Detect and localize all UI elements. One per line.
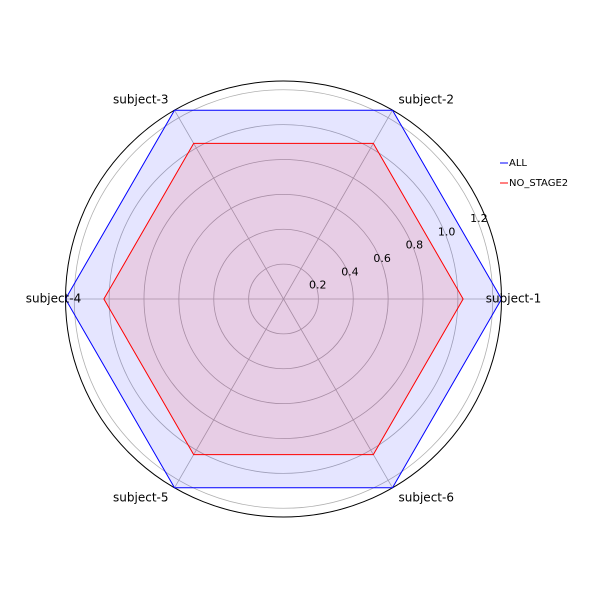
r-tick-label: 1.2 [470,212,488,225]
r-tick-label: 0.8 [406,239,424,252]
category-label-subject-2: subject-2 [399,92,454,106]
series-line-all [64,109,503,489]
category-label-subject-1: subject-1 [486,292,541,306]
series-fill-no-stage2 [103,143,464,455]
r-tick-label: 0.6 [373,252,391,265]
spoke-3 [174,110,284,300]
legend: ALL NO_STAGE2 [500,158,568,189]
series-line-no-stage2 [103,142,464,456]
spoke-2 [283,110,393,300]
category-label-subject-3: subject-3 [113,92,168,106]
series-fill-all [65,110,502,488]
r-tick-label: 0.2 [309,279,327,292]
category-label-subject-4: subject-4 [26,292,81,306]
legend-label-all: ALL [509,158,527,169]
grid-layer [65,80,502,518]
r-tick-label: 1.0 [438,225,456,238]
label-layer: 0.2 0.4 0.6 0.8 1.0 1.2 subject-1 subject-2 subj… [26,92,541,504]
r-tick-label: 0.4 [341,265,359,278]
series-layer [64,109,503,489]
legend-label-no-stage2: NO_STAGE2 [509,178,568,189]
spoke-6 [283,298,393,488]
category-label-subject-5: subject-5 [113,491,168,505]
spoke-5 [174,298,284,488]
category-label-subject-6: subject-6 [399,491,454,505]
